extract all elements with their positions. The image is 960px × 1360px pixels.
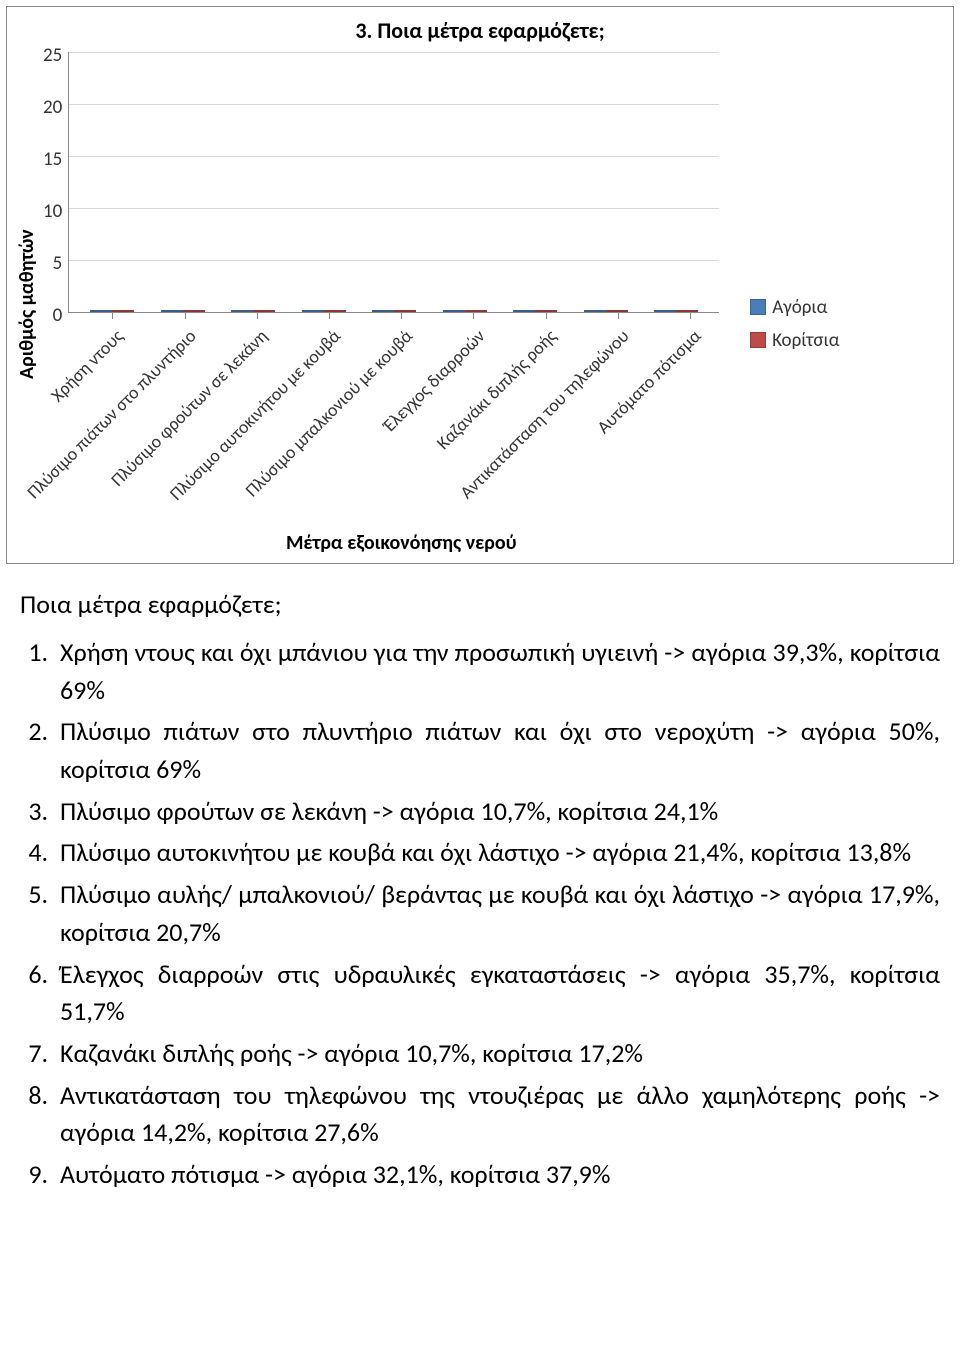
bar bbox=[112, 310, 134, 312]
y-ticks: 25 20 15 10 5 0 bbox=[43, 52, 68, 316]
bar bbox=[513, 310, 535, 312]
bar bbox=[324, 310, 346, 312]
legend-swatch bbox=[750, 299, 766, 315]
bar bbox=[161, 310, 183, 312]
bar-group bbox=[579, 310, 633, 312]
bar-group bbox=[438, 310, 492, 312]
bar-group bbox=[649, 310, 703, 312]
bar bbox=[465, 310, 487, 312]
list-item: Αυτόματο πότισμα -> αγόρια 32,1%, κορίτσ… bbox=[54, 1156, 940, 1194]
bar bbox=[231, 310, 253, 312]
bar-group bbox=[508, 310, 562, 312]
x-labels: Χρήση ντουςΠλύσιμο πιάτων στο πλυντήριοΠ… bbox=[68, 319, 734, 529]
plot-area bbox=[68, 52, 719, 313]
bar bbox=[606, 310, 628, 312]
bar bbox=[394, 310, 416, 312]
bar bbox=[535, 310, 557, 312]
bar-group bbox=[226, 310, 280, 312]
content-heading: Ποια μέτρα εφαρμόζετε; bbox=[20, 588, 940, 620]
content-list: Χρήση ντους και όχι μπάνιου για την προσ… bbox=[20, 634, 940, 1194]
chart-container: 3. Ποια μέτρα εφαρμόζετε; Αριθμός μαθητώ… bbox=[6, 6, 954, 564]
y-axis-label: Αριθμός μαθητών bbox=[11, 174, 43, 434]
list-item: Έλεγχος διαρροών στις υδραυλικές εγκατασ… bbox=[54, 956, 940, 1031]
bar-group bbox=[297, 310, 351, 312]
list-item: Πλύσιμο φρούτων σε λεκάνη -> αγόρια 10,7… bbox=[54, 793, 940, 831]
bar bbox=[443, 310, 465, 312]
list-item: Πλύσιμο αυτοκινήτου με κουβά και όχι λάσ… bbox=[54, 834, 940, 872]
legend: Αγόρια Κορίτσια bbox=[734, 296, 839, 352]
list-item: Πλύσιμο πιάτων στο πλυντήριο πιάτων και … bbox=[54, 713, 940, 788]
legend-item: Αγόρια bbox=[750, 296, 839, 319]
bar bbox=[183, 310, 205, 312]
bar-group bbox=[156, 310, 210, 312]
x-axis-label: Μέτρα εξοικονόησης νερού bbox=[68, 531, 734, 555]
bar-group bbox=[367, 310, 421, 312]
chart-title: 3. Ποια μέτρα εφαρμόζετε; bbox=[11, 17, 949, 44]
list-item: Καζανάκι διπλής ροής -> αγόρια 10,7%, κο… bbox=[54, 1035, 940, 1073]
chart-body: Αριθμός μαθητών 25 20 15 10 5 0 Χρήση ντ… bbox=[11, 52, 949, 555]
bar bbox=[654, 310, 676, 312]
legend-swatch bbox=[750, 332, 766, 348]
bar bbox=[302, 310, 324, 312]
bar bbox=[90, 310, 112, 312]
legend-label: Αγόρια bbox=[772, 296, 827, 319]
plot-wrap: Χρήση ντουςΠλύσιμο πιάτων στο πλυντήριοΠ… bbox=[68, 52, 734, 555]
list-item: Χρήση ντους και όχι μπάνιου για την προσ… bbox=[54, 634, 940, 709]
x-label-slot: Αυτόματο πότισμα bbox=[663, 319, 717, 529]
bar bbox=[584, 310, 606, 312]
list-item: Αντικατάσταση του τηλεφώνου της ντουζιέρ… bbox=[54, 1077, 940, 1152]
legend-item: Κορίτσια bbox=[750, 329, 839, 352]
list-item: Πλύσιμο αυλής/ μπαλκονιού/ βεράντας με κ… bbox=[54, 876, 940, 951]
content: Ποια μέτρα εφαρμόζετε; Χρήση ντους και ό… bbox=[0, 570, 960, 1208]
bars bbox=[69, 52, 719, 312]
legend-label: Κορίτσια bbox=[772, 329, 839, 352]
bar-group bbox=[85, 310, 139, 312]
bar bbox=[372, 310, 394, 312]
bar bbox=[676, 310, 698, 312]
bar bbox=[253, 310, 275, 312]
